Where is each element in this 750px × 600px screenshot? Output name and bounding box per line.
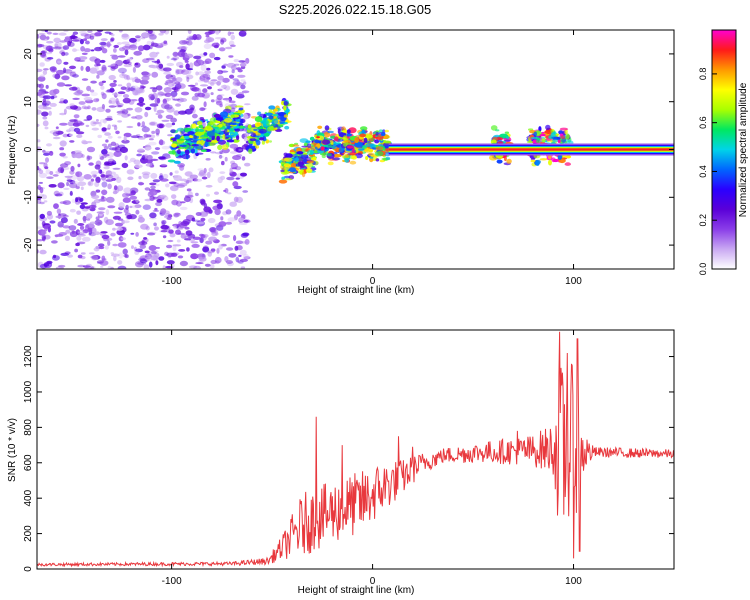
x-tick-label: -100 xyxy=(162,576,182,587)
x-tick-label: 0 xyxy=(370,576,376,587)
colorbar-gradient xyxy=(711,29,737,270)
colorbar-tick-label: 0.8 xyxy=(698,68,708,81)
x-tick-label: 100 xyxy=(565,276,582,287)
x-tick-label: -100 xyxy=(162,276,182,287)
spectrogram-heatmap xyxy=(37,30,674,269)
y-tick-label: -10 xyxy=(23,190,34,205)
colorbar-label: Normalized spectral amplitude xyxy=(738,82,749,217)
snr-panel: -100 0 100 0 200 400 600 800 1000 1200 Height of… xyxy=(7,329,675,596)
snr-series-line xyxy=(37,331,674,568)
colorbar-ticks: 0.0 0.2 0.4 0.6 0.8 xyxy=(698,68,717,276)
snr-frame xyxy=(36,329,675,570)
y-tick-label: 20 xyxy=(23,48,34,60)
y-tick-label: 200 xyxy=(23,525,34,542)
y-tick-label: 400 xyxy=(23,489,34,506)
spectrogram-y-ticks: -20 -10 0 10 20 xyxy=(23,48,674,252)
x-tick-label: 0 xyxy=(370,276,376,287)
x-tick-label: 100 xyxy=(565,576,582,587)
colorbar-tick-label: 0.6 xyxy=(698,116,708,129)
snr-y-label: SNR (10 * v/v) xyxy=(7,418,18,482)
y-tick-label: -20 xyxy=(23,237,34,252)
y-tick-label: 1200 xyxy=(23,345,34,368)
spectrogram-x-ticks: -100 0 100 xyxy=(162,30,582,287)
colorbar-tick-label: 0.4 xyxy=(698,165,708,178)
y-tick-label: 800 xyxy=(23,419,34,436)
figure-title: S225.2026.022.15.18.G05 xyxy=(279,2,432,17)
colorbar-tick-label: 0.2 xyxy=(698,214,708,227)
snr-x-label: Height of straight line (km) xyxy=(298,585,415,596)
snr-x-ticks: -100 0 100 xyxy=(162,330,582,587)
spectrogram-x-label: Height of straight line (km) xyxy=(298,285,415,296)
y-tick-label: 0 xyxy=(23,566,34,572)
colorbar: 0.0 0.2 0.4 0.6 0.8 Normalized spectral ampl… xyxy=(698,29,749,276)
snr-y-ticks: 0 200 400 600 800 1000 1200 xyxy=(23,345,674,572)
y-tick-label: 600 xyxy=(23,454,34,471)
y-tick-label: 10 xyxy=(23,96,34,108)
y-tick-label: 1000 xyxy=(23,380,34,403)
y-tick-label: 0 xyxy=(23,146,34,152)
spectrogram-y-label: Frequency (Hz) xyxy=(7,116,18,185)
carrier-line xyxy=(388,148,674,151)
colorbar-tick-label: 0.0 xyxy=(698,263,708,276)
